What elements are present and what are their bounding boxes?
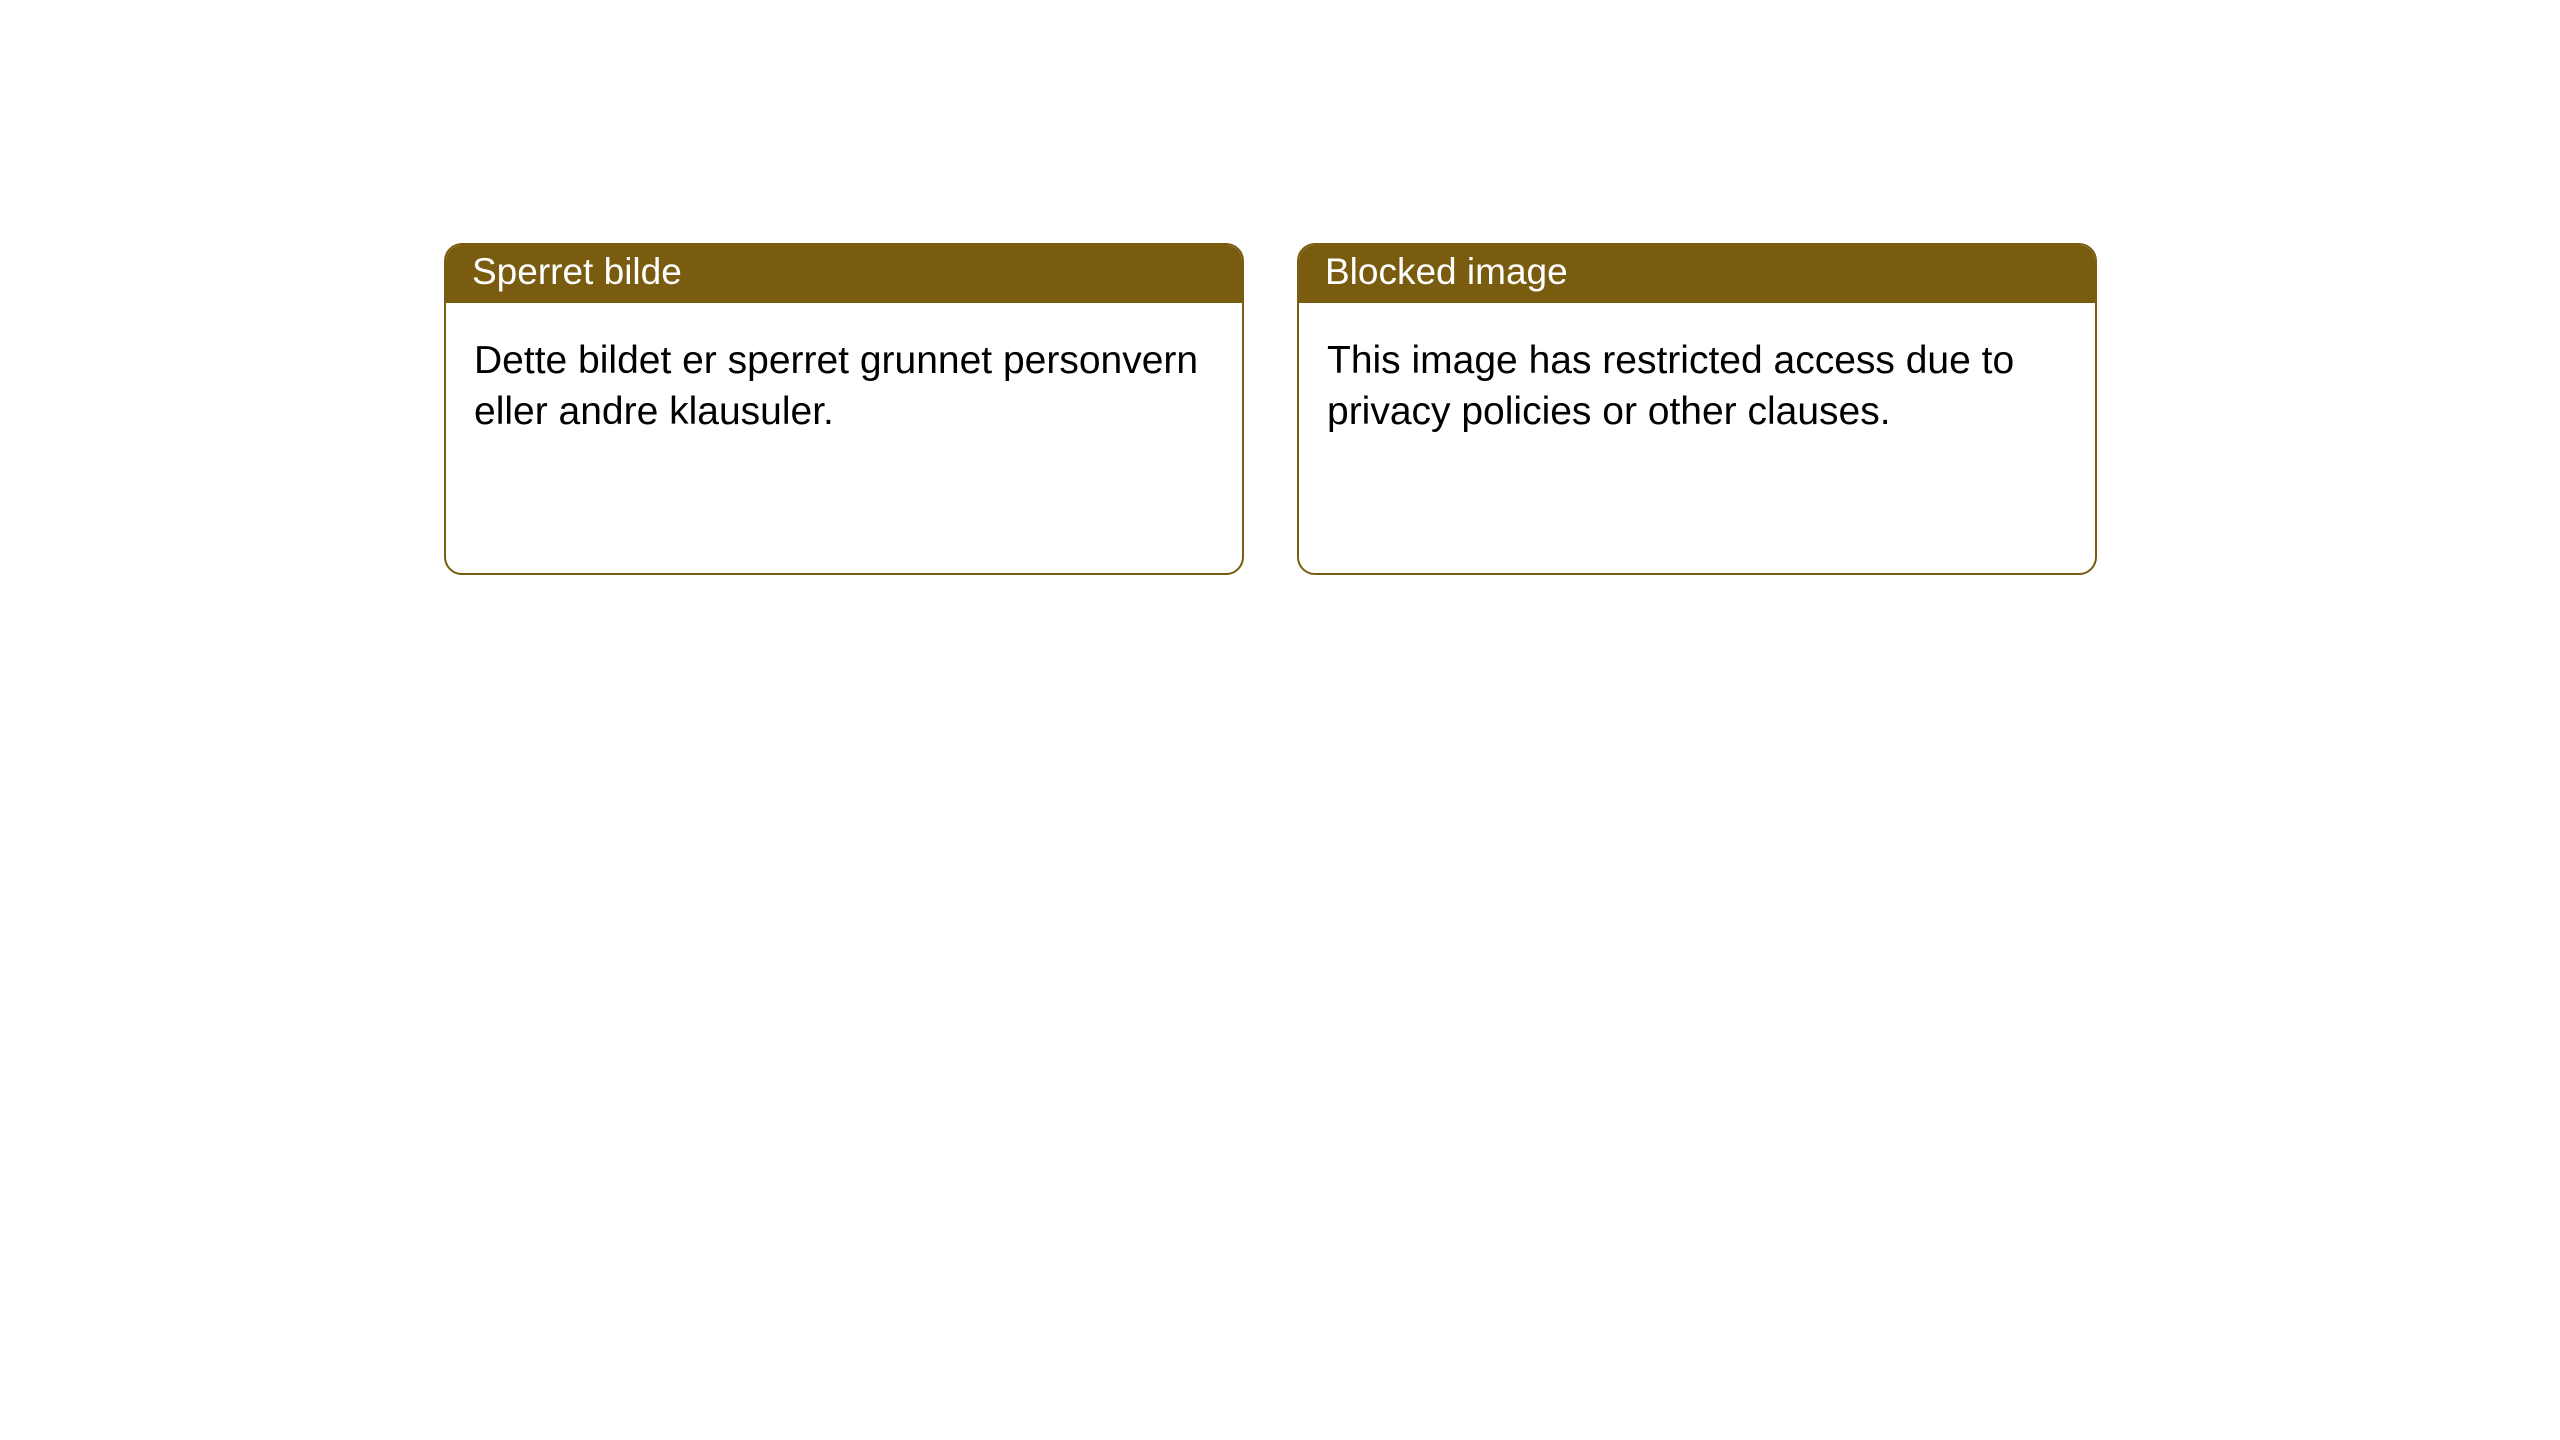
notice-body: This image has restricted access due to … bbox=[1299, 303, 2095, 573]
notice-card-norwegian: Sperret bilde Dette bildet er sperret gr… bbox=[444, 243, 1244, 575]
notice-header: Blocked image bbox=[1299, 245, 2095, 303]
notice-container: Sperret bilde Dette bildet er sperret gr… bbox=[444, 243, 2097, 575]
notice-card-english: Blocked image This image has restricted … bbox=[1297, 243, 2097, 575]
notice-body: Dette bildet er sperret grunnet personve… bbox=[446, 303, 1242, 573]
notice-header: Sperret bilde bbox=[446, 245, 1242, 303]
